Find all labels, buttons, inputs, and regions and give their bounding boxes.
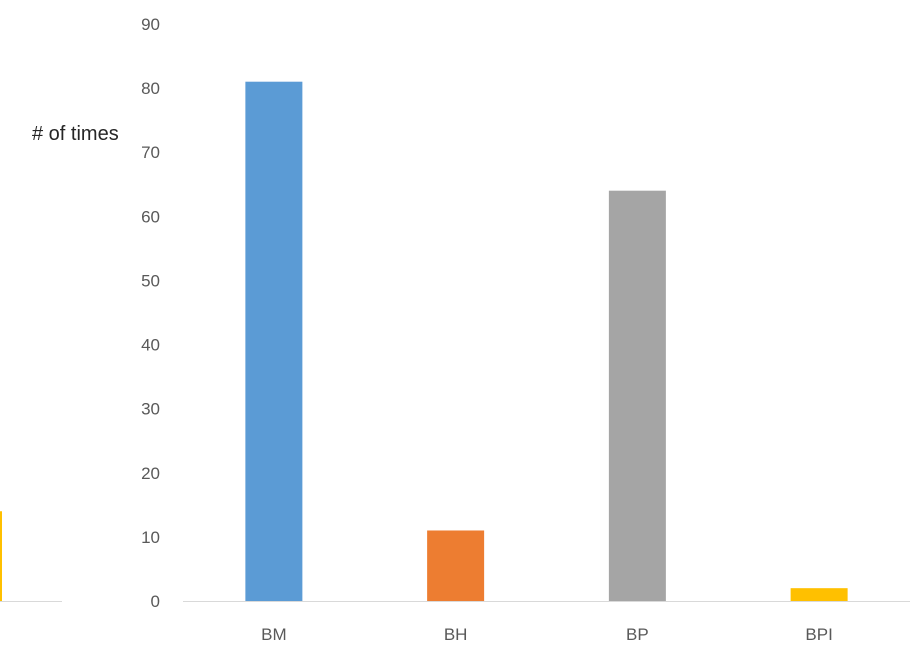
y-tick-label: 60 — [141, 207, 160, 226]
y-tick-label: 30 — [141, 400, 160, 419]
x-tick-label: BPI — [805, 625, 832, 644]
bar-bp — [608, 190, 666, 601]
partial-left-chart — [0, 511, 62, 602]
x-tick-label: BP — [626, 625, 649, 644]
y-axis-title: # of times — [32, 123, 119, 145]
y-axis-tick-labels: 0 10 20 30 40 50 60 70 80 90 — [141, 15, 160, 611]
bar-bh — [427, 530, 485, 601]
y-tick-label: 20 — [141, 464, 160, 483]
bar-bpi — [790, 588, 848, 601]
x-tick-label: BM — [261, 625, 287, 644]
bar-bm — [245, 81, 303, 601]
y-tick-label: 0 — [151, 592, 160, 611]
x-axis-tick-labels: BM BH BP BPI — [261, 625, 833, 644]
partial-left-bar — [0, 511, 2, 601]
y-tick-label: 80 — [141, 79, 160, 98]
y-tick-label: 10 — [141, 528, 160, 547]
x-tick-label: BH — [444, 625, 468, 644]
bars — [245, 81, 848, 601]
y-tick-label: 40 — [141, 336, 160, 355]
y-tick-label: 90 — [141, 15, 160, 34]
y-tick-label: 70 — [141, 143, 160, 162]
y-tick-label: 50 — [141, 271, 160, 290]
